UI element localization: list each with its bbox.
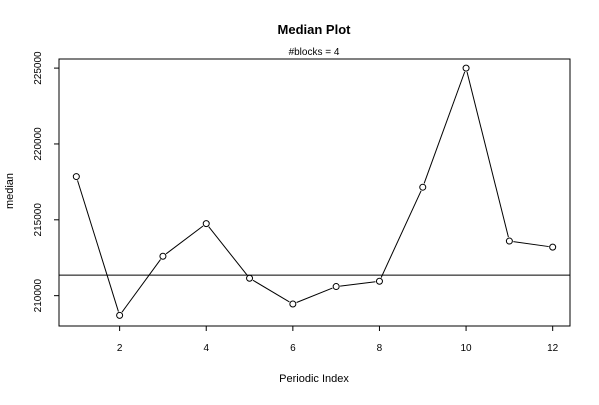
x-tick-label: 2 xyxy=(117,343,123,354)
data-point xyxy=(419,183,427,191)
x-axis-label: Periodic Index xyxy=(279,373,349,385)
x-tick-label: 4 xyxy=(203,343,209,354)
x-tick-label: 6 xyxy=(290,343,296,354)
y-axis: 210000 215000 220000 225000 xyxy=(33,51,59,312)
data-point xyxy=(332,283,340,291)
chart-subtitle: #blocks = 4 xyxy=(289,47,340,58)
series-segment xyxy=(252,279,290,303)
series-segment xyxy=(121,259,161,313)
series-layer xyxy=(72,64,557,319)
series-segment xyxy=(340,281,376,287)
x-tick-label: 12 xyxy=(547,343,559,354)
series-segment xyxy=(380,190,422,278)
data-point xyxy=(375,277,383,285)
data-point xyxy=(462,64,470,72)
series-segment xyxy=(423,71,466,184)
data-point xyxy=(72,173,80,181)
series-segment xyxy=(208,226,248,276)
y-axis-label: median xyxy=(4,173,16,209)
series-segment xyxy=(296,287,333,303)
data-point xyxy=(289,300,297,308)
series-segment xyxy=(466,71,509,238)
y-tick-label: 210000 xyxy=(33,279,44,313)
x-tick-label: 8 xyxy=(377,343,383,354)
chart-title: Median Plot xyxy=(278,22,352,37)
data-point xyxy=(246,274,254,282)
series-segment xyxy=(165,225,204,255)
data-point xyxy=(505,237,513,245)
series-segment xyxy=(513,241,549,248)
data-point xyxy=(202,220,210,228)
data-point xyxy=(116,311,124,319)
x-axis: 2 4 6 8 10 12 xyxy=(117,326,559,354)
data-point xyxy=(159,252,167,260)
x-tick-label: 10 xyxy=(461,343,473,354)
data-point xyxy=(549,243,557,251)
series-segment xyxy=(77,180,119,312)
plot-area-frame xyxy=(58,58,571,327)
y-tick-label: 225000 xyxy=(33,51,44,85)
y-tick-label: 220000 xyxy=(33,127,44,161)
y-tick-label: 215000 xyxy=(33,203,44,237)
